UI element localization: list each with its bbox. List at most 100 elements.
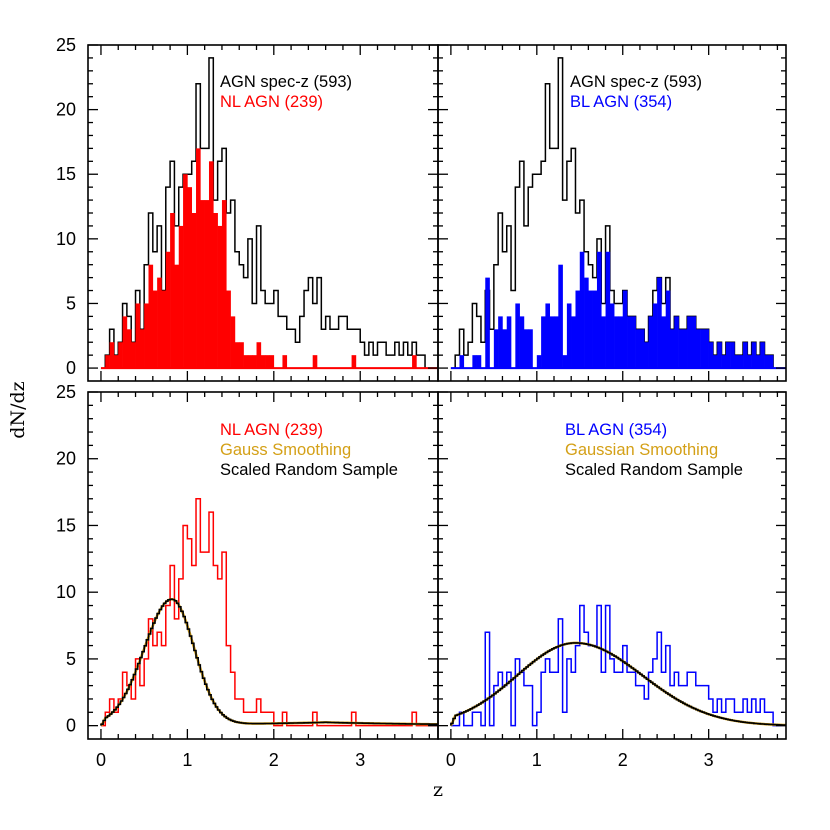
bar	[734, 355, 740, 369]
y-axis-title: dN/dz	[7, 381, 29, 438]
bar	[217, 225, 223, 369]
bar	[493, 329, 499, 369]
bar	[730, 342, 735, 369]
random-sample-step	[450, 642, 786, 726]
bar	[208, 161, 214, 369]
step-line	[450, 604, 786, 727]
bar	[412, 355, 417, 369]
x-tick-label: 3	[704, 750, 714, 770]
bar	[554, 316, 559, 369]
step-line	[100, 57, 438, 369]
bar	[523, 329, 529, 369]
bar	[161, 290, 167, 369]
bar	[549, 316, 555, 369]
y-tick-label: 20	[56, 449, 76, 469]
bar	[605, 251, 611, 369]
bar	[596, 251, 602, 369]
bar	[661, 316, 667, 369]
bar	[519, 316, 525, 369]
bar	[256, 342, 262, 369]
bar	[191, 213, 197, 369]
bar	[562, 355, 568, 369]
bar	[747, 355, 752, 369]
legend-entry: Scaled Random Sample	[565, 461, 743, 479]
panel-top-right: AGN spec-z (593) BL AGN (354)	[437, 44, 787, 382]
legend-entry: Scaled Random Sample	[220, 461, 398, 479]
bar	[226, 290, 231, 369]
bar	[678, 329, 684, 369]
bar	[648, 316, 654, 369]
bar	[541, 316, 546, 369]
bar	[139, 329, 145, 369]
bar	[704, 329, 709, 369]
bar	[109, 342, 115, 369]
plot-area	[449, 604, 786, 727]
random-sample-step	[100, 598, 438, 726]
bar	[282, 355, 288, 369]
bar	[351, 355, 357, 369]
legend-entry: AGN spec-z (593)	[220, 73, 352, 91]
bar	[472, 355, 477, 369]
bar	[239, 342, 244, 369]
legend-entry: BL AGN (354)	[565, 421, 667, 439]
bar	[187, 187, 193, 369]
y-tick-label: 5	[66, 649, 76, 669]
bar	[695, 329, 701, 369]
bar	[515, 303, 520, 369]
bar	[536, 355, 542, 369]
y-tick-label: 15	[56, 515, 76, 535]
bar	[622, 290, 628, 369]
bar	[148, 264, 154, 369]
bar	[768, 355, 774, 369]
bar	[122, 316, 128, 369]
bar	[682, 329, 688, 369]
y-tick-label: 0	[66, 358, 76, 378]
panel-bottom-right: 0 1 2 3 BL AGN (354) Gaussian Smoothing Scaled…	[437, 391, 787, 770]
bar	[157, 277, 162, 369]
bar	[725, 342, 731, 369]
bar	[717, 342, 722, 369]
bar	[631, 316, 636, 369]
bar	[588, 290, 593, 369]
y-tick-label: 15	[56, 164, 76, 184]
bar	[105, 355, 110, 369]
bar	[485, 277, 490, 369]
bar	[751, 342, 757, 369]
bar	[743, 342, 748, 369]
bar	[165, 251, 171, 369]
x-tick-label: 3	[355, 750, 365, 770]
bar	[252, 355, 257, 369]
bar	[170, 213, 175, 369]
bar	[221, 200, 227, 369]
plot-area	[450, 57, 786, 370]
bar	[459, 355, 465, 369]
legend-entry: NL AGN (239)	[220, 421, 323, 439]
bar	[498, 316, 503, 369]
legend-entry: Gaussian Smoothing	[565, 441, 718, 459]
bar	[584, 277, 589, 369]
bar	[712, 355, 718, 369]
legend-entry: AGN spec-z (593)	[570, 73, 702, 91]
bar	[196, 148, 201, 369]
bar	[665, 290, 671, 369]
bar	[230, 316, 236, 369]
bar	[178, 225, 184, 369]
bar	[687, 316, 692, 369]
bar	[234, 342, 240, 369]
bar	[152, 290, 158, 369]
x-tick-label: 0	[96, 750, 106, 770]
bar	[113, 355, 119, 369]
bar	[614, 316, 619, 369]
legend-entry: NL AGN (239)	[220, 93, 323, 111]
bar	[126, 329, 132, 369]
bar	[545, 303, 551, 369]
bar	[708, 342, 714, 369]
bar	[558, 264, 563, 369]
panel-top-left: 0 5 10 15 20 25 AGN spec-z (593) NL AGN (239)	[56, 35, 439, 382]
y-tick-label: 0	[66, 716, 76, 736]
step-line	[100, 498, 438, 727]
bar	[575, 290, 581, 369]
bar	[265, 355, 270, 369]
bar	[204, 200, 210, 369]
